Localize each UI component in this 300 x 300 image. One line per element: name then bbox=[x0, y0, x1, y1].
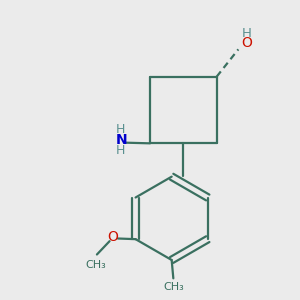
Text: H: H bbox=[115, 124, 125, 136]
Text: H: H bbox=[242, 27, 252, 40]
Text: H: H bbox=[115, 145, 125, 158]
Text: CH₃: CH₃ bbox=[85, 260, 106, 271]
Text: CH₃: CH₃ bbox=[163, 282, 184, 292]
Text: N: N bbox=[116, 133, 127, 147]
Text: O: O bbox=[107, 230, 118, 244]
Text: O: O bbox=[241, 36, 252, 50]
